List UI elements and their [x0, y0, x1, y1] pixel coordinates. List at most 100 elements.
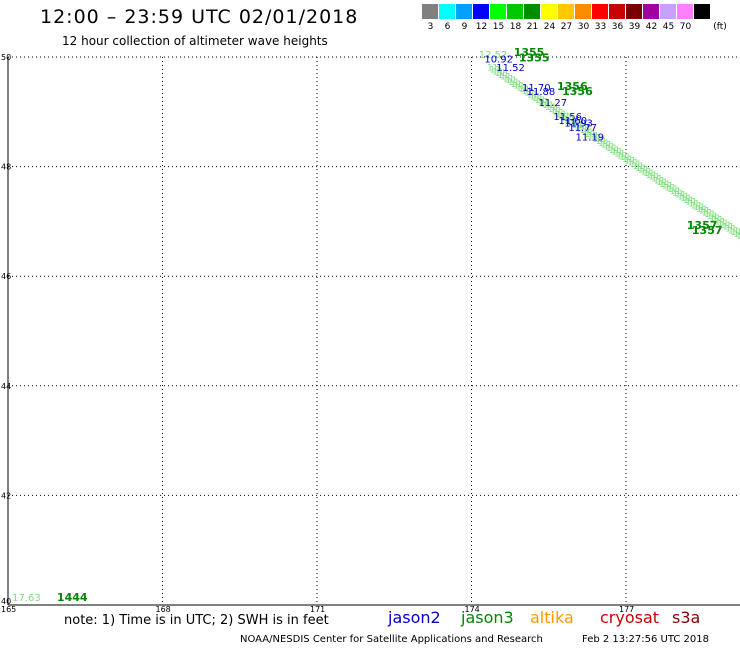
- track-label: 11: [702, 208, 713, 218]
- colorbar-label: 39: [628, 22, 641, 32]
- wave-height-label: 11.88: [527, 87, 556, 98]
- lon-tick-label: 168: [156, 605, 171, 614]
- track-label: 11: [712, 216, 723, 226]
- track-label: 11: [664, 183, 675, 193]
- track-label: 11: [495, 69, 506, 79]
- wave-height-label: 11.60: [559, 116, 588, 127]
- colorbar-swatch: [422, 4, 439, 19]
- track-label: 11: [582, 128, 593, 138]
- track-label: 11: [672, 189, 683, 199]
- lat-tick-label: 46: [1, 272, 11, 281]
- wave-height-colorbar: [422, 4, 711, 19]
- track-label: 11: [606, 144, 617, 154]
- colorbar-label: 27: [560, 22, 573, 32]
- track-label: 11: [715, 217, 726, 227]
- track-label: 11: [588, 132, 599, 142]
- track-label: 11: [643, 169, 654, 179]
- track-label: 11: [683, 196, 694, 206]
- colorbar-label: 9: [461, 22, 468, 32]
- colorbar-swatch: [558, 4, 575, 19]
- track-label: 11: [630, 160, 641, 170]
- lat-tick-label: 44: [1, 382, 11, 391]
- track-label: 11: [723, 223, 734, 233]
- track-label: 11: [659, 180, 670, 190]
- track-label: 11: [678, 192, 689, 202]
- track-label: 11: [694, 203, 705, 213]
- track-label: 11: [511, 80, 522, 90]
- track-label: 11: [556, 110, 567, 120]
- track-label: 11: [619, 153, 630, 163]
- lon-tick-label: 171: [310, 605, 325, 614]
- colorbar-unit: (ft): [713, 22, 727, 32]
- track-label: 11: [500, 73, 511, 83]
- track-label: 11: [548, 105, 559, 115]
- satellite-name: jason3: [461, 608, 514, 627]
- track-label: 11: [625, 157, 636, 167]
- track-label: 11: [699, 207, 710, 217]
- colorbar-swatch: [660, 4, 677, 19]
- track-label: 11: [596, 137, 607, 147]
- colorbar-label: 30: [577, 22, 590, 32]
- satellite-name: jason2: [388, 608, 441, 627]
- satellite-name: s3a: [672, 608, 701, 627]
- track-label: 11: [657, 178, 668, 188]
- track-label: 11: [516, 83, 527, 93]
- wave-height-label: 1357: [692, 224, 723, 237]
- track-label: 11: [553, 108, 564, 118]
- track-label: 11: [604, 142, 615, 152]
- colorbar-label: 3: [427, 22, 434, 32]
- track-label: 11: [646, 171, 657, 181]
- track-label: 11: [543, 101, 554, 111]
- track-label: 11: [490, 65, 501, 75]
- colorbar-label: 42: [645, 22, 658, 32]
- wave-height-label: 1355: [519, 51, 550, 64]
- lat-tick-label: 48: [1, 163, 11, 172]
- track-label: 11: [566, 117, 577, 127]
- track-label: 11: [733, 230, 740, 240]
- track-label: 11: [537, 98, 548, 108]
- satellite-name: cryosat: [600, 608, 660, 627]
- wave-height-label: 17.63: [12, 593, 41, 604]
- colorbar-swatch: [507, 4, 524, 19]
- lat-tick-label: 50: [1, 53, 11, 62]
- colorbar-swatch: [473, 4, 490, 19]
- track-label: 11: [675, 191, 686, 201]
- colorbar-swatch: [456, 4, 473, 19]
- track-label: 11: [535, 96, 546, 106]
- track-label: 11: [585, 130, 596, 140]
- track-label: 11: [564, 116, 575, 126]
- colorbar-label: 24: [543, 22, 556, 32]
- track-label: 11: [717, 219, 728, 229]
- track-label: 11: [487, 64, 498, 74]
- colorbar-swatch: [490, 4, 507, 19]
- track-label: 11: [688, 200, 699, 210]
- track-label: 11: [532, 94, 543, 104]
- track-label: 11: [561, 114, 572, 124]
- track-label: 11: [590, 133, 601, 143]
- colorbar-swatch: [541, 4, 558, 19]
- wave-height-label: 1444: [57, 591, 88, 604]
- colorbar-swatch: [575, 4, 592, 19]
- colorbar-label: 36: [611, 22, 624, 32]
- track-label: 11: [551, 107, 562, 117]
- track-label: 11: [614, 149, 625, 159]
- track-label: 11: [521, 87, 532, 97]
- track-label: 11: [569, 119, 580, 129]
- track-label: 11: [667, 185, 678, 195]
- colorbar-label: 12: [475, 22, 488, 32]
- wave-height-label: 11.19: [576, 132, 605, 143]
- track-label: 11: [662, 182, 673, 192]
- colorbar-label: 15: [492, 22, 505, 32]
- track-label: 11: [720, 221, 731, 231]
- track-label: 11: [670, 187, 681, 197]
- lon-tick-label: 174: [465, 605, 480, 614]
- track-label: 11: [519, 85, 530, 95]
- track-label: 11: [580, 126, 591, 136]
- track-label: 11: [540, 99, 551, 109]
- track-label: 11: [691, 201, 702, 211]
- track-label: 11: [527, 91, 538, 101]
- map-subtitle: 12 hour collection of altimeter wave hei…: [62, 34, 328, 48]
- wave-height-label: 1356: [557, 80, 588, 93]
- wave-height-label: 10.92: [484, 54, 513, 65]
- lon-tick-label: 165: [1, 605, 16, 614]
